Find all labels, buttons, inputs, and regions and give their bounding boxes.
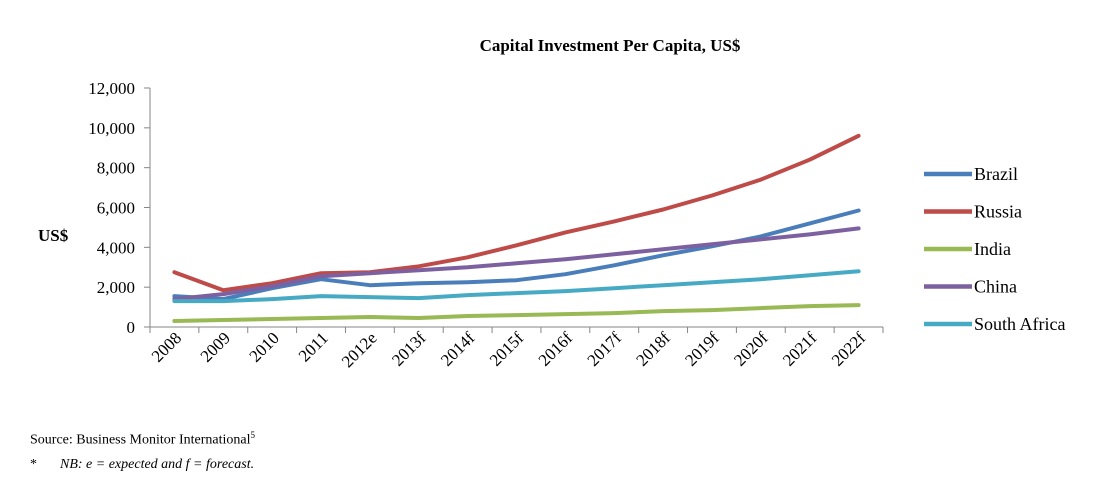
x-tick-label: 2020f: [730, 328, 772, 370]
y-tick-label: 6,000: [97, 199, 135, 218]
x-tick-label: 2022f: [828, 328, 870, 370]
legend-item: South Africa: [924, 314, 1066, 334]
series-line-china: [172, 226, 861, 302]
legend-item: Russia: [924, 202, 1022, 222]
x-tick-label: 2012e: [338, 328, 381, 371]
y-tick-label: 10,000: [88, 119, 135, 138]
source-text: Source: Business Monitor International: [30, 432, 251, 448]
y-tick-label: 4,000: [97, 238, 135, 257]
legend-label: India: [974, 239, 1011, 259]
y-axis-label: US$: [38, 226, 69, 245]
x-tick-label: 2016f: [535, 328, 577, 370]
legend-label: Russia: [974, 202, 1022, 222]
legend-item: Brazil: [924, 164, 1018, 184]
x-tick-label: 2021f: [779, 328, 821, 370]
chart-title: Capital Investment Per Capita, US$: [480, 36, 741, 55]
y-tick-label: 12,000: [88, 79, 135, 98]
legend-label: China: [974, 277, 1017, 297]
legend-label: Brazil: [974, 164, 1018, 184]
source-footnote: 5: [250, 430, 255, 440]
y-tick-label: 8,000: [97, 159, 135, 178]
legend-item: China: [924, 277, 1017, 297]
x-tick-label: 2008: [148, 328, 185, 365]
series-line-russia: [172, 133, 861, 293]
x-tick-label: 2018f: [632, 328, 674, 370]
footnote-mark: *: [30, 457, 37, 472]
footnote: * NB: e = expected and f = forecast.: [30, 457, 254, 473]
legend-item: India: [924, 239, 1011, 259]
footnote-text: NB: e = expected and f = forecast.: [60, 457, 255, 472]
x-tick-label: 2014f: [437, 328, 479, 370]
x-tick-label: 2010: [246, 328, 283, 365]
y-tick-label: 2,000: [97, 278, 135, 297]
x-tick-label: 2015f: [486, 328, 528, 370]
series-line-india: [172, 303, 861, 323]
series-line-south-africa: [172, 269, 861, 304]
x-tick-label: 2013f: [388, 328, 430, 370]
source-note: Source: Business Monitor International5: [30, 430, 255, 449]
x-tick-label: 2009: [197, 328, 234, 365]
x-tick-label: 2017f: [584, 328, 626, 370]
x-tick-label: 2011: [295, 328, 332, 365]
legend-label: South Africa: [974, 314, 1066, 334]
x-tick-label: 2019f: [681, 328, 723, 370]
y-tick-label: 0: [127, 318, 136, 337]
